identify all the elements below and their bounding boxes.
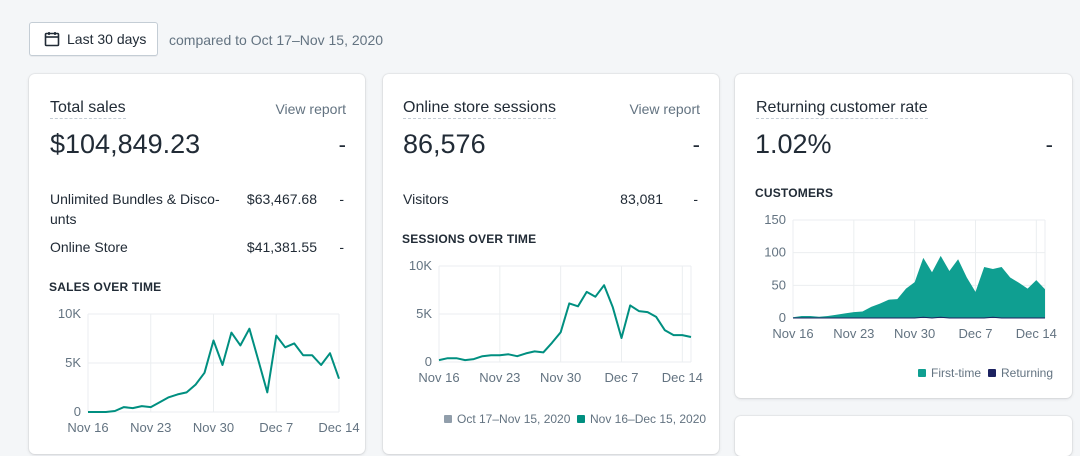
legend-swatch bbox=[918, 369, 926, 377]
y-tick-label: 0 bbox=[74, 404, 81, 419]
total-sales-value: $104,849.23 bbox=[50, 129, 201, 159]
x-tick-label: Nov 30 bbox=[894, 326, 935, 340]
sessions-chart: 0 5K 10K Nov 16 Nov 23 Nov 30 Dec 7 Dec 14 bbox=[409, 258, 703, 385]
sessions-value: 86,576 bbox=[403, 129, 486, 159]
chart-title: CUSTOMERS bbox=[755, 186, 834, 200]
view-report-link[interactable]: View report bbox=[275, 101, 346, 117]
y-tick-label: 50 bbox=[772, 277, 786, 292]
breakdown-value: 83,081 bbox=[620, 191, 663, 207]
y-tick-label: 5K bbox=[416, 306, 432, 321]
legend-label: Nov 16–Dec 15, 2020 bbox=[590, 412, 707, 426]
x-tick-label: Nov 23 bbox=[833, 326, 874, 340]
change-indicator: - bbox=[1045, 132, 1053, 157]
y-tick-label: 10K bbox=[409, 258, 432, 273]
x-tick-label: Nov 16 bbox=[418, 370, 459, 385]
sales-chart: 0 5K 10K Nov 16 Nov 23 Nov 30 Dec 7 Dec 14 bbox=[58, 306, 360, 434]
breakdown-change: - bbox=[339, 191, 344, 207]
x-tick-label: Nov 16 bbox=[772, 326, 813, 340]
legend-item[interactable]: Oct 17–Nov 15, 2020 bbox=[444, 412, 570, 426]
x-tick-label: Dec 14 bbox=[318, 420, 359, 434]
legend-swatch bbox=[988, 369, 996, 377]
x-tick-label: Nov 30 bbox=[540, 370, 581, 385]
legend-label: Oct 17–Nov 15, 2020 bbox=[457, 412, 571, 426]
x-tick-label: Dec 14 bbox=[662, 370, 703, 385]
y-tick-label: 100 bbox=[764, 245, 786, 260]
x-tick-label: Dec 7 bbox=[604, 370, 638, 385]
breakdown-change: - bbox=[339, 239, 344, 255]
next-card bbox=[735, 416, 1072, 456]
date-range-label: Last 30 days bbox=[67, 31, 147, 47]
x-tick-label: Dec 14 bbox=[1016, 326, 1057, 340]
x-tick-label: Dec 7 bbox=[958, 326, 992, 340]
card-title: Returning customer rate bbox=[756, 99, 928, 119]
compare-text: compared to Oct 17–Nov 15, 2020 bbox=[169, 32, 384, 48]
card-title: Online store sessions bbox=[403, 99, 556, 119]
date-range-button[interactable]: Last 30 days bbox=[29, 22, 158, 56]
breakdown-label: Visitors bbox=[403, 191, 449, 207]
sessions-card: Online store sessions View report 86,576… bbox=[383, 74, 719, 454]
customers-chart: 0 50 100 150 Nov 16 Nov 23 Nov 30 Dec 7 Dec 14 bbox=[764, 212, 1057, 340]
legend-label: First-time bbox=[931, 366, 981, 380]
chart-title: SESSIONS OVER TIME bbox=[402, 232, 537, 246]
area-series-returning bbox=[793, 316, 1045, 319]
breakdown-value: $41,381.55 bbox=[246, 239, 317, 255]
change-indicator: - bbox=[338, 132, 346, 157]
legend-item[interactable]: Returning bbox=[988, 366, 1053, 380]
total-sales-card: Total sales View report $104,849.23 - Un… bbox=[29, 74, 365, 454]
y-tick-label: 5K bbox=[65, 355, 81, 370]
x-tick-label: Nov 23 bbox=[130, 420, 171, 434]
x-tick-label: Dec 7 bbox=[259, 420, 293, 434]
view-report-link[interactable]: View report bbox=[629, 101, 700, 117]
change-indicator: - bbox=[692, 132, 700, 157]
line-series bbox=[438, 284, 692, 362]
breakdown-label: Online Store bbox=[50, 239, 128, 255]
breakdown-label: Unlimited Bundles & Disco­unts bbox=[50, 191, 220, 227]
calendar-icon bbox=[44, 32, 60, 47]
breakdown-value: $63,467.68 bbox=[246, 191, 317, 207]
x-tick-label: Nov 23 bbox=[479, 370, 520, 385]
y-tick-label: 0 bbox=[425, 354, 432, 369]
returning-customer-card: Returning customer rate 1.02% - CUSTOMER… bbox=[735, 74, 1072, 398]
legend-swatch bbox=[577, 415, 585, 423]
y-tick-label: 150 bbox=[764, 212, 786, 227]
legend-item[interactable]: Nov 16–Dec 15, 2020 bbox=[577, 412, 706, 426]
returning-rate-value: 1.02% bbox=[755, 129, 832, 159]
x-tick-label: Nov 16 bbox=[67, 420, 108, 434]
chart-title: SALES OVER TIME bbox=[49, 280, 162, 294]
y-tick-label: 10K bbox=[58, 306, 81, 321]
legend-item[interactable]: First-time bbox=[918, 366, 981, 380]
breakdown-change: - bbox=[693, 191, 698, 207]
area-series-first-time bbox=[793, 255, 1045, 318]
card-title: Total sales bbox=[50, 99, 126, 119]
legend-swatch bbox=[444, 415, 452, 423]
y-tick-label: 0 bbox=[779, 310, 786, 325]
legend-label: Returning bbox=[1001, 366, 1054, 380]
x-tick-label: Nov 30 bbox=[193, 420, 234, 434]
line-series bbox=[88, 327, 340, 413]
